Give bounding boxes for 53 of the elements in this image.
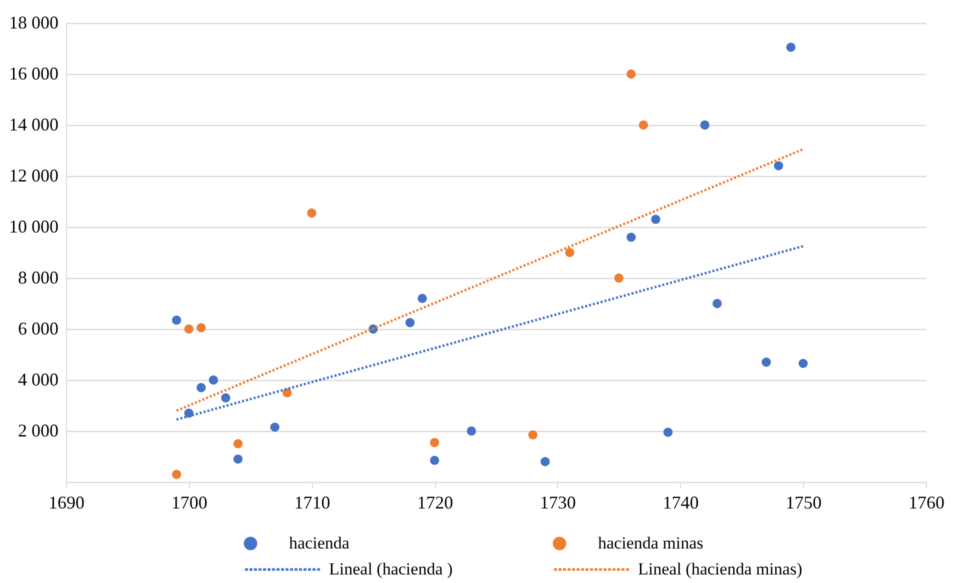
- legend-label: Lineal (hacienda ): [329, 560, 453, 578]
- point: [196, 323, 206, 332]
- point: [614, 273, 624, 283]
- point: [651, 214, 660, 224]
- point: [172, 315, 182, 325]
- x-tick-label: 1730: [540, 492, 576, 512]
- point: [430, 456, 440, 465]
- y-tick-label: 12 000: [9, 166, 58, 186]
- point: [700, 120, 710, 130]
- x-tick-label: 1760: [908, 492, 944, 512]
- point: [786, 42, 796, 52]
- point: [172, 470, 182, 479]
- y-tick-label: 6 000: [18, 318, 58, 338]
- y-tick-label: 16 000: [9, 64, 58, 84]
- point: [233, 454, 243, 464]
- legend-label: hacienda: [289, 534, 350, 553]
- point: [430, 438, 440, 448]
- point: [466, 426, 476, 436]
- point: [798, 358, 808, 368]
- point: [405, 318, 415, 328]
- point: [307, 208, 316, 218]
- point: [762, 358, 771, 367]
- point: [565, 248, 574, 258]
- point: [540, 457, 550, 466]
- y-tick-label: 10 000: [9, 216, 58, 236]
- x-tick-label: 1740: [662, 492, 699, 512]
- point: [221, 393, 230, 402]
- point: [638, 120, 648, 130]
- legend-label: Lineal (hacienda minas): [638, 560, 802, 578]
- point: [663, 428, 673, 437]
- point: [626, 232, 636, 242]
- point: [528, 430, 538, 440]
- y-tick-label: 18 000: [9, 12, 58, 32]
- point: [712, 298, 722, 308]
- x-tick-label: 1710: [294, 492, 330, 512]
- point: [184, 324, 194, 334]
- y-tick-label: 8 000: [18, 268, 58, 288]
- point: [774, 161, 784, 170]
- point: [282, 388, 292, 398]
- y-tick-label: 4 000: [18, 370, 58, 390]
- point: [270, 422, 280, 432]
- point: [626, 69, 636, 79]
- x-tick-label: 1690: [48, 492, 84, 512]
- legend-label: hacienda minas: [598, 534, 704, 553]
- x-tick-label: 1750: [786, 492, 822, 512]
- y-tick-label: 2 000: [18, 420, 58, 440]
- y-tick-label: 14 000: [9, 114, 58, 134]
- x-tick-label: 1700: [171, 492, 208, 512]
- point: [196, 383, 206, 392]
- point: [208, 375, 218, 385]
- point: [418, 294, 427, 303]
- point: [233, 439, 243, 448]
- x-tick-label: 1720: [417, 492, 454, 512]
